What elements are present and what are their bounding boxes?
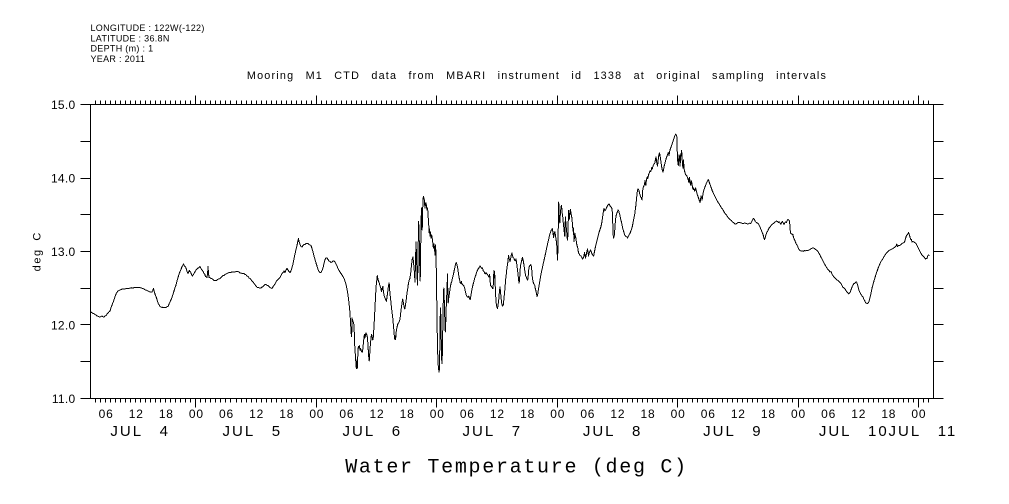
svg-text:00: 00 [550, 407, 565, 421]
svg-text:JUL: JUL [223, 423, 256, 440]
svg-text:5: 5 [272, 423, 282, 440]
svg-text:JUL: JUL [819, 423, 852, 440]
svg-text:10: 10 [868, 423, 889, 440]
svg-text:18: 18 [159, 407, 174, 421]
svg-text:LATITUDE : 36.8N: LATITUDE : 36.8N [91, 33, 170, 43]
svg-text:12: 12 [610, 407, 625, 421]
svg-text:06: 06 [821, 407, 836, 421]
svg-text:00: 00 [791, 407, 806, 421]
svg-text:18: 18 [400, 407, 415, 421]
svg-text:11.0: 11.0 [52, 392, 76, 406]
svg-text:8: 8 [632, 423, 642, 440]
svg-text:00: 00 [189, 407, 204, 421]
svg-text:06: 06 [580, 407, 595, 421]
svg-text:06: 06 [339, 407, 354, 421]
svg-text:7: 7 [512, 423, 522, 440]
svg-text:12: 12 [249, 407, 264, 421]
svg-text:DEPTH (m) : 1: DEPTH (m) : 1 [91, 44, 154, 54]
svg-text:06: 06 [701, 407, 716, 421]
svg-text:00: 00 [911, 407, 926, 421]
svg-text:JUL: JUL [463, 423, 496, 440]
svg-text:11: 11 [938, 423, 958, 440]
svg-text:JUL: JUL [703, 423, 736, 440]
svg-text:14.0: 14.0 [51, 171, 76, 185]
svg-text:JUL: JUL [583, 423, 616, 440]
svg-text:JUL: JUL [110, 423, 143, 440]
svg-text:06: 06 [460, 407, 475, 421]
svg-text:deg C: deg C [32, 231, 44, 271]
svg-text:12: 12 [490, 407, 505, 421]
svg-text:00: 00 [430, 407, 445, 421]
svg-text:18: 18 [520, 407, 535, 421]
svg-text:JUL: JUL [343, 423, 376, 440]
svg-text:6: 6 [392, 423, 402, 440]
svg-text:4: 4 [160, 423, 170, 440]
svg-text:18: 18 [761, 407, 776, 421]
svg-text:Water Temperature (deg C): Water Temperature (deg C) [345, 457, 688, 480]
svg-text:12.0: 12.0 [51, 318, 76, 332]
svg-text:18: 18 [881, 407, 896, 421]
svg-text:06: 06 [99, 407, 114, 421]
svg-text:15.0: 15.0 [51, 98, 76, 112]
svg-text:JUL: JUL [889, 423, 922, 440]
svg-text:YEAR : 2011: YEAR : 2011 [91, 54, 146, 64]
svg-text:12: 12 [129, 407, 144, 421]
svg-text:12: 12 [851, 407, 866, 421]
svg-text:00: 00 [671, 407, 686, 421]
svg-text:12: 12 [370, 407, 385, 421]
svg-text:13.0: 13.0 [51, 245, 76, 259]
svg-text:00: 00 [309, 407, 324, 421]
svg-text:9: 9 [752, 423, 762, 440]
svg-text:06: 06 [219, 407, 234, 421]
svg-text:18: 18 [279, 407, 294, 421]
svg-text:18: 18 [641, 407, 656, 421]
svg-text:Mooring M1 CTD data from MBARI: Mooring M1 CTD data from MBARI instrumen… [247, 70, 827, 82]
svg-text:12: 12 [731, 407, 746, 421]
svg-text:LONGITUDE : 122W(-122): LONGITUDE : 122W(-122) [91, 23, 205, 33]
